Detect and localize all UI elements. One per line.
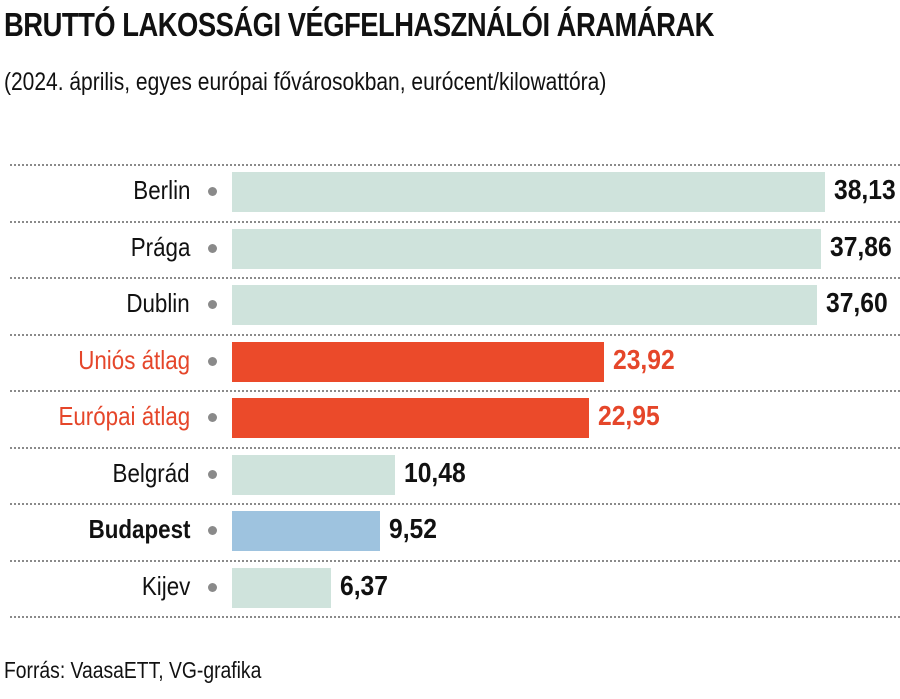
- category-label: Uniós átlag: [78, 344, 190, 375]
- bullet-dot-icon: [208, 243, 217, 253]
- bar-row: Budapest 9,52: [10, 503, 900, 561]
- bar: [232, 172, 825, 212]
- bar-row: Belgrád 10,48: [10, 446, 900, 505]
- category-label: Berlin: [132, 175, 190, 205]
- bar: [232, 398, 589, 438]
- value-label: 23,92: [613, 343, 675, 375]
- bar: [232, 454, 395, 495]
- bar: [232, 228, 821, 269]
- bar: [232, 511, 381, 551]
- bar-row: Uniós átlag 23,92: [10, 333, 900, 392]
- bar-row: Berlin 38,13: [10, 164, 900, 222]
- bar: [232, 285, 817, 325]
- bar: [232, 341, 604, 382]
- category-label: Dublin: [126, 288, 190, 318]
- value-label: 37,60: [825, 287, 888, 318]
- value-label: 6,37: [340, 569, 389, 601]
- bullet-dot-icon: [208, 526, 217, 535]
- category-label: Budapest: [88, 514, 190, 544]
- bottom-divider: [10, 616, 900, 618]
- category-label: Európai átlag: [58, 401, 190, 431]
- bar-row: Prága 37,86: [10, 220, 900, 279]
- bullet-dot-icon: [208, 356, 217, 366]
- bar-row: Európai átlag 22,95: [10, 390, 900, 448]
- value-label: 10,48: [403, 456, 466, 488]
- bar: [232, 567, 332, 608]
- chart-title: BRUTTÓ LAKOSSÁGI VÉGFELHASZNÁLÓI ÁRAMÁRA…: [4, 6, 714, 43]
- value-label: 38,13: [834, 174, 896, 205]
- value-label: 22,95: [597, 400, 660, 431]
- value-label: 9,52: [389, 513, 438, 544]
- value-label: 37,86: [829, 230, 892, 262]
- bullet-dot-icon: [208, 469, 217, 479]
- bullet-dot-icon: [208, 582, 217, 592]
- bullet-dot-icon: [208, 413, 217, 422]
- category-label: Prága: [130, 231, 190, 262]
- bullet-dot-icon: [208, 300, 217, 309]
- chart-subtitle: (2024. április, egyes európai fővárosokb…: [4, 68, 607, 96]
- category-label: Kijev: [141, 570, 190, 601]
- bar-row: Dublin 37,60: [10, 277, 900, 335]
- category-label: Belgrád: [112, 457, 190, 488]
- bar-row: Kijev 6,37: [10, 559, 900, 618]
- bullet-dot-icon: [208, 187, 217, 196]
- source-note: Forrás: VaasaETT, VG-grafika: [4, 657, 262, 683]
